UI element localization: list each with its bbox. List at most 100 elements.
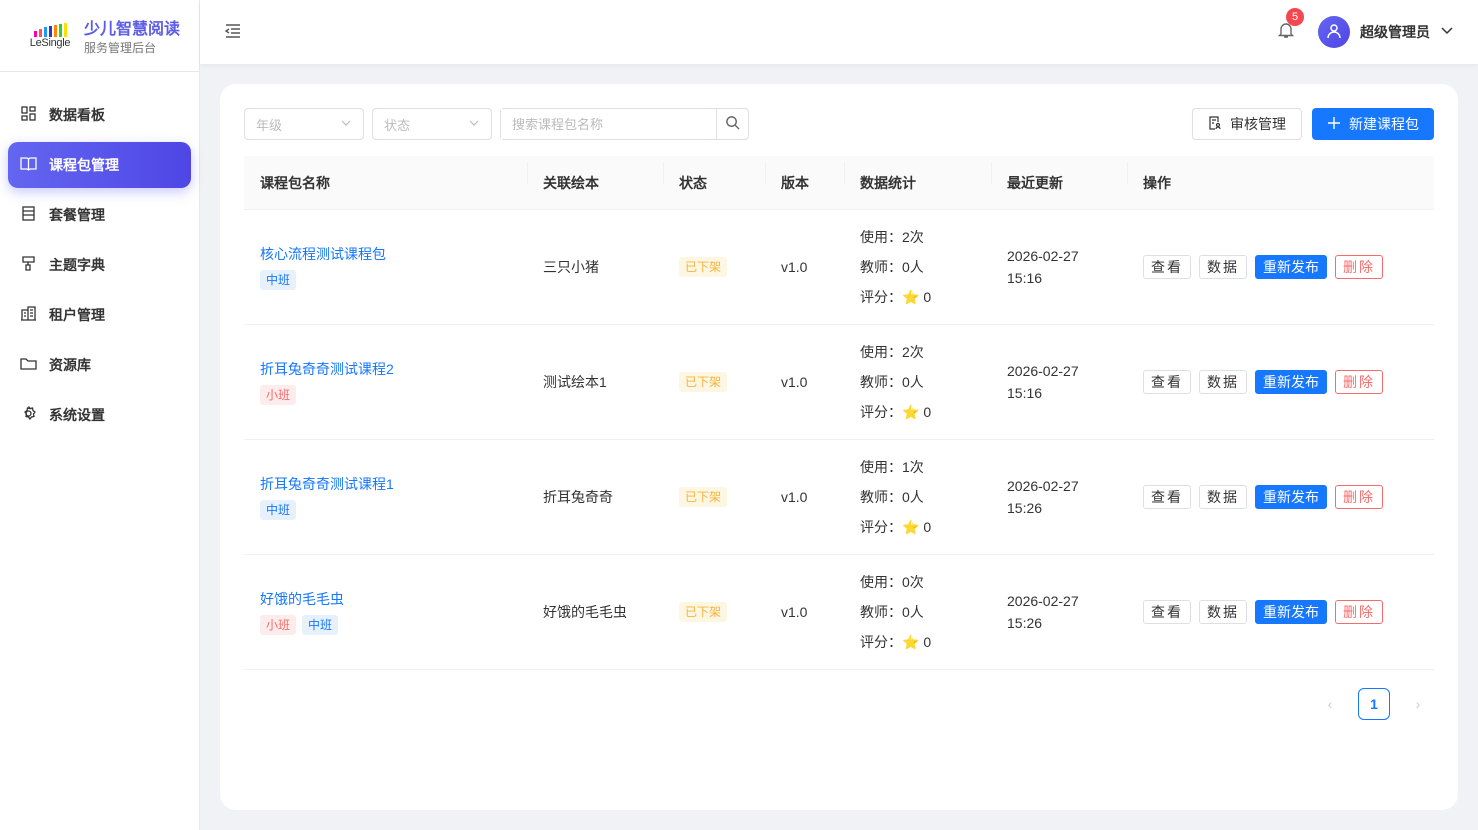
page-1[interactable]: 1	[1358, 688, 1390, 720]
folder-icon	[20, 355, 37, 375]
data-button[interactable]: 数据	[1199, 370, 1247, 394]
republish-button[interactable]: 重新发布	[1255, 255, 1327, 279]
view-button[interactable]: 查看	[1143, 600, 1191, 624]
view-button[interactable]: 查看	[1143, 370, 1191, 394]
sidebar-item-5[interactable]: 资源库	[8, 342, 191, 388]
brush-icon	[20, 255, 37, 275]
column-header: 状态	[663, 161, 765, 193]
notification-bell[interactable]: 5	[1276, 8, 1304, 44]
audit-icon	[1208, 115, 1222, 133]
view-button[interactable]: 查看	[1143, 485, 1191, 509]
republish-button[interactable]: 重新发布	[1255, 600, 1327, 624]
republish-button[interactable]: 重新发布	[1255, 370, 1327, 394]
table-row: 核心流程测试课程包 中班 三只小猪 已下架 v1.0 使用：2次 教师：0人 评分：⭐…	[244, 210, 1434, 325]
search-button[interactable]	[716, 109, 748, 139]
rating-label: 评分：	[860, 289, 902, 305]
usage-count: 使用：0次	[860, 574, 924, 590]
table-row: 好饿的毛毛虫 小班 中班 好饿的毛毛虫 已下架 v1.0 使用：0次 教师：0人 评分：…	[244, 555, 1434, 670]
brand-title: 少儿智慧阅读	[84, 21, 181, 38]
sidebar-item-6[interactable]: 系统设置	[8, 392, 191, 438]
column-header: 课程包名称	[260, 174, 330, 191]
grade-tag: 小班	[260, 385, 297, 405]
delete-button[interactable]: 删除	[1335, 600, 1383, 624]
updated-time: 15:26	[1007, 615, 1043, 631]
teacher-count: 教师：0人	[860, 489, 924, 505]
sidebar: LeSingle 少儿智慧阅读 服务管理后台 数据看板课程包管理套餐管理主题字典…	[0, 0, 200, 830]
chevron-down-icon	[340, 117, 352, 132]
rating-value: 0	[923, 634, 932, 650]
status-placeholder: 状态	[384, 117, 411, 133]
user-name[interactable]: 超级管理员	[1360, 24, 1430, 40]
top-header: 5 超级管理员	[200, 0, 1478, 64]
grade-tag: 中班	[302, 615, 339, 635]
updated-time: 15:26	[1007, 500, 1043, 516]
new-course-package-button[interactable]: 新建课程包	[1312, 108, 1434, 140]
sidebar-item-2[interactable]: 套餐管理	[8, 192, 191, 238]
list-icon	[20, 205, 37, 225]
search-box	[500, 108, 749, 140]
data-button[interactable]: 数据	[1199, 255, 1247, 279]
logo-word: LeSingle	[29, 36, 71, 49]
notification-badge: 5	[1286, 8, 1304, 26]
grade-tag: 中班	[260, 270, 297, 290]
collapse-menu-icon[interactable]	[224, 22, 242, 43]
usage-count: 使用：2次	[860, 344, 924, 360]
sidebar-item-1[interactable]: 课程包管理	[8, 142, 191, 188]
usage-count: 使用：2次	[860, 229, 924, 245]
republish-button[interactable]: 重新发布	[1255, 485, 1327, 509]
search-input[interactable]	[501, 109, 716, 139]
data-button[interactable]: 数据	[1199, 600, 1247, 624]
book-name: 三只小猪	[543, 259, 599, 275]
brand-logo[interactable]: LeSingle 少儿智慧阅读 服务管理后台	[0, 0, 199, 72]
star-icon: ⭐	[902, 634, 920, 650]
filter-toolbar: 年级 状态 审核管理 新建课程包	[244, 108, 1434, 140]
chevron-down-icon[interactable]	[1440, 24, 1454, 41]
chevron-down-icon	[468, 117, 480, 132]
sidebar-item-0[interactable]: 数据看板	[8, 92, 191, 138]
updated-date: 2026-02-27	[1007, 478, 1079, 494]
prev-page-icon[interactable]: ‹	[1327, 696, 1333, 712]
next-page-icon[interactable]: ›	[1415, 696, 1421, 712]
table-header: 课程包名称 关联绘本 状态 版本 数据统计 最近更新 操作	[244, 156, 1434, 210]
column-header: 版本	[765, 161, 844, 193]
sidebar-item-label: 套餐管理	[49, 207, 105, 223]
grade-placeholder: 年级	[256, 117, 283, 133]
course-package-table: 课程包名称 关联绘本 状态 版本 数据统计 最近更新 操作 核心流程测试课程包 中班 三只小猪…	[244, 156, 1434, 670]
column-header: 数据统计	[844, 161, 991, 193]
sidebar-nav: 数据看板课程包管理套餐管理主题字典 租户管理 资源库系统设置	[0, 72, 199, 438]
updated-date: 2026-02-27	[1007, 248, 1079, 264]
sidebar-item-4[interactable]: 租户管理	[8, 292, 191, 338]
status-select[interactable]: 状态	[372, 108, 492, 140]
book-name: 好饿的毛毛虫	[543, 604, 627, 620]
package-name-link[interactable]: 折耳兔奇奇测试课程2	[260, 361, 394, 377]
avatar[interactable]	[1318, 16, 1350, 48]
column-header: 关联绘本	[527, 161, 663, 193]
version: v1.0	[781, 489, 808, 505]
status-badge: 已下架	[679, 372, 728, 392]
search-icon	[725, 115, 740, 133]
delete-button[interactable]: 删除	[1335, 255, 1383, 279]
content-card: 年级 状态 审核管理 新建课程包 课程包名称关联绘本状态版本数据统计最近更新操作…	[220, 84, 1458, 810]
table-row: 折耳兔奇奇测试课程2 小班 测试绘本1 已下架 v1.0 使用：2次 教师：0人 评分…	[244, 325, 1434, 440]
sidebar-item-label: 系统设置	[49, 407, 105, 423]
status-badge: 已下架	[679, 602, 728, 622]
delete-button[interactable]: 删除	[1335, 485, 1383, 509]
version: v1.0	[781, 259, 808, 275]
teacher-count: 教师：0人	[860, 604, 924, 620]
teacher-count: 教师：0人	[860, 374, 924, 390]
star-icon: ⭐	[902, 519, 920, 535]
delete-button[interactable]: 删除	[1335, 370, 1383, 394]
sidebar-item-label: 课程包管理	[49, 157, 119, 173]
rating-label: 评分：	[860, 634, 902, 650]
grade-select[interactable]: 年级	[244, 108, 364, 140]
data-button[interactable]: 数据	[1199, 485, 1247, 509]
pagination: ‹ 1 ›	[1314, 688, 1434, 720]
review-management-button[interactable]: 审核管理	[1192, 108, 1302, 140]
rating-value: 0	[923, 519, 932, 535]
sidebar-item-3[interactable]: 主题字典	[8, 242, 191, 288]
package-name-link[interactable]: 好饿的毛毛虫	[260, 591, 344, 607]
updated-time: 15:16	[1007, 385, 1043, 401]
package-name-link[interactable]: 折耳兔奇奇测试课程1	[260, 476, 394, 492]
view-button[interactable]: 查看	[1143, 255, 1191, 279]
package-name-link[interactable]: 核心流程测试课程包	[260, 246, 386, 262]
